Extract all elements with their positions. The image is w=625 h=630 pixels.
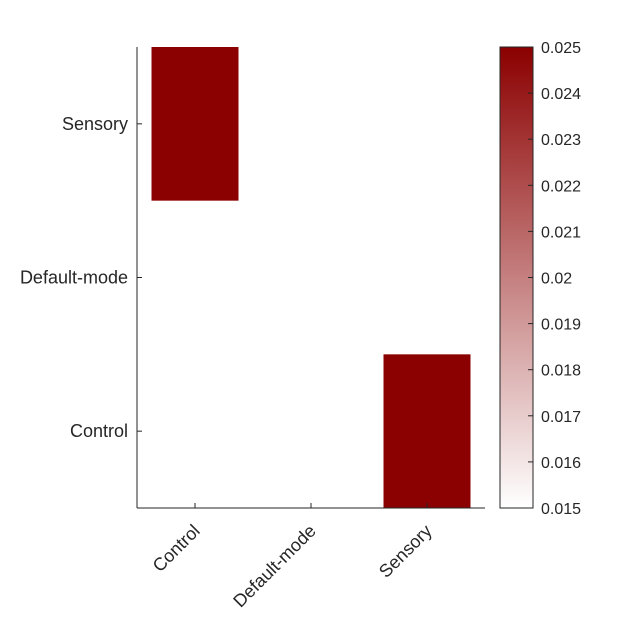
axes-layer: Control Default-mode Sensory Control Default… [20, 47, 485, 611]
x-tick-label-default-mode: Default-mode [229, 521, 320, 612]
colorbar-tick-label-0-015: 0.015 [541, 501, 581, 518]
colorbar-tick-label-0-016: 0.016 [541, 455, 581, 472]
cells-layer [151, 47, 471, 508]
colorbar-tick-label-0-019: 0.019 [541, 317, 581, 334]
x-tick-label-control: Control [149, 521, 204, 576]
heatmap-cell-control-sensory [151, 47, 239, 201]
y-tick-label-control: Control [70, 421, 128, 441]
y-tick-label-default-mode: Default-mode [20, 268, 128, 288]
x-tick-label-sensory: Sensory [375, 521, 436, 582]
heatmap-cell-sensory-control [383, 354, 471, 508]
colorbar-tick-label-0-022: 0.022 [541, 178, 581, 195]
colorbar-tick-label-0-023: 0.023 [541, 132, 581, 149]
y-tick-label-sensory: Sensory [62, 114, 128, 134]
colorbar-tick-label-0-024: 0.024 [541, 86, 581, 103]
colorbar-gradient [499, 46, 534, 509]
colorbar-tick-label-0-02: 0.02 [541, 271, 572, 288]
colorbar-tick-label-0-021: 0.021 [541, 224, 581, 241]
colorbar-tick-label-0-017: 0.017 [541, 409, 581, 426]
colorbar-tick-label-0-025: 0.025 [541, 40, 581, 57]
colorbar-tick-label-0-018: 0.018 [541, 363, 581, 380]
colorbar: 0.015 0.016 0.017 0.018 0.019 0.02 0.021 0.022 0… [499, 40, 581, 518]
